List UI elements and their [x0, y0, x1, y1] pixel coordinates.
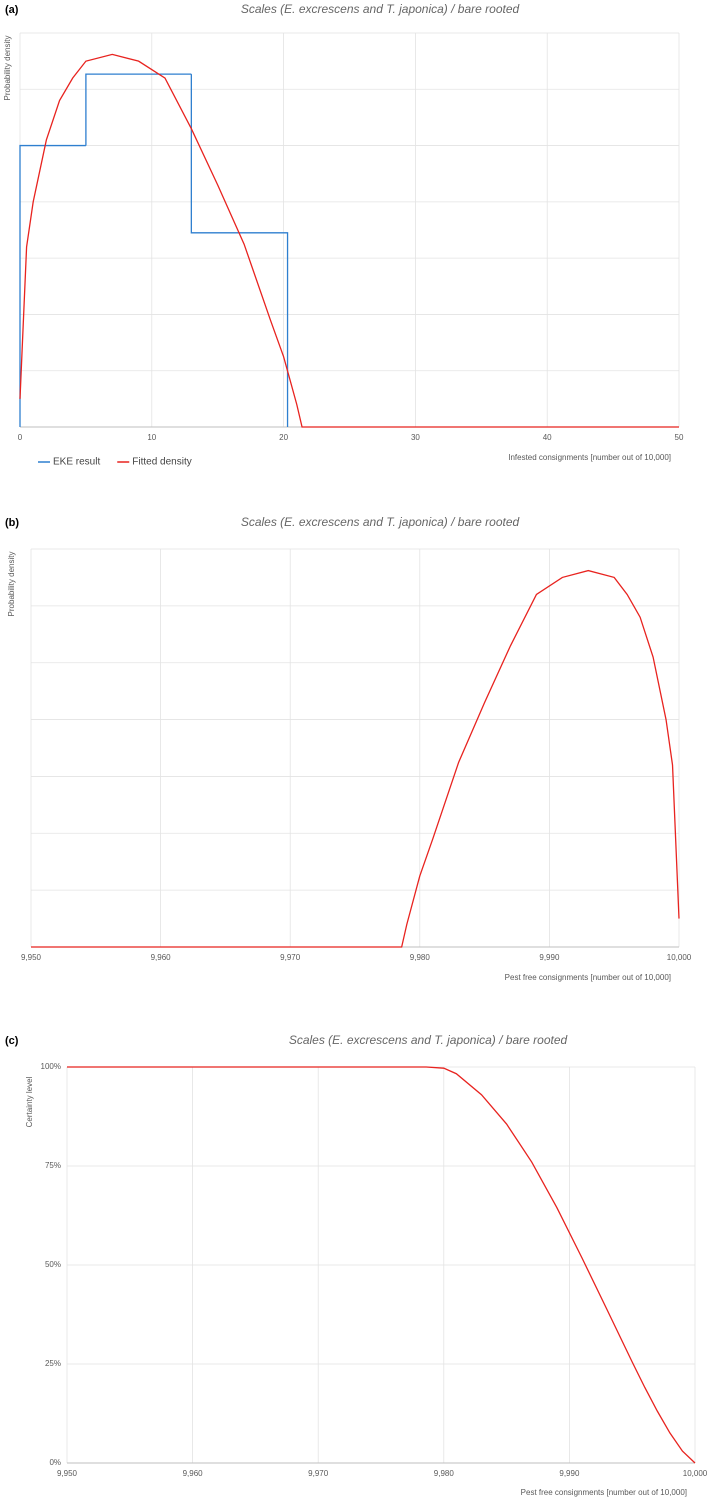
panel-label: (b) [5, 517, 19, 529]
chart-title: Scales (E. excrescens and T. japonica) /… [289, 1033, 568, 1047]
x-tick-label: 9,970 [308, 1469, 329, 1478]
line [67, 1066, 696, 1464]
chart-title: Scales (E. excrescens and T. japonica) /… [241, 2, 520, 16]
y-axis-label: Probability density [3, 36, 12, 101]
x-tick-label: 9,980 [434, 1469, 455, 1478]
y-axis-label: Certainty level [25, 1076, 34, 1127]
x-tick-label: 10,000 [667, 953, 692, 962]
line [31, 569, 680, 948]
x-tick-label: 9,990 [559, 1469, 580, 1478]
chart-title: Scales (E. excrescens and T. japonica) /… [241, 515, 520, 529]
x-tick-label: 9,950 [57, 1469, 78, 1478]
x-tick-label: 0 [18, 433, 23, 442]
histogram-bar [85, 73, 192, 146]
legend-label: EKE result [53, 457, 100, 468]
y-axis-label: Probability density [7, 552, 16, 617]
x-tick-label: 10 [147, 433, 156, 442]
x-tick-label: 9,990 [539, 953, 560, 962]
panel-label: (c) [5, 1035, 19, 1047]
y-tick-label: 25% [45, 1359, 61, 1368]
x-tick-label: 30 [411, 433, 420, 442]
x-tick-label: 9,960 [183, 1469, 204, 1478]
x-tick-label: 10,000 [683, 1469, 708, 1478]
y-tick-label: 0% [49, 1458, 61, 1467]
y-tick-label: 75% [45, 1161, 61, 1170]
x-tick-label: 9,970 [280, 953, 301, 962]
line [19, 53, 679, 428]
panel-label: (a) [5, 4, 19, 16]
x-tick-label: 9,980 [410, 953, 431, 962]
x-tick-label: 50 [675, 433, 684, 442]
histogram-bar [190, 74, 289, 427]
x-tick-label: 9,960 [151, 953, 172, 962]
x-axis-label: Pest free consignments [number out of 10… [505, 973, 671, 982]
y-tick-label: 50% [45, 1260, 61, 1269]
x-tick-label: 9,950 [21, 953, 42, 962]
y-tick-label: 100% [41, 1062, 61, 1071]
x-axis-label: Pest free consignments [number out of 10… [521, 1488, 687, 1497]
x-tick-label: 20 [279, 433, 288, 442]
x-tick-label: 40 [543, 433, 552, 442]
legend-label: Fitted density [132, 457, 191, 468]
histogram-bar [19, 144, 86, 427]
x-axis-label: Infested consignments [number out of 10,… [508, 453, 671, 462]
